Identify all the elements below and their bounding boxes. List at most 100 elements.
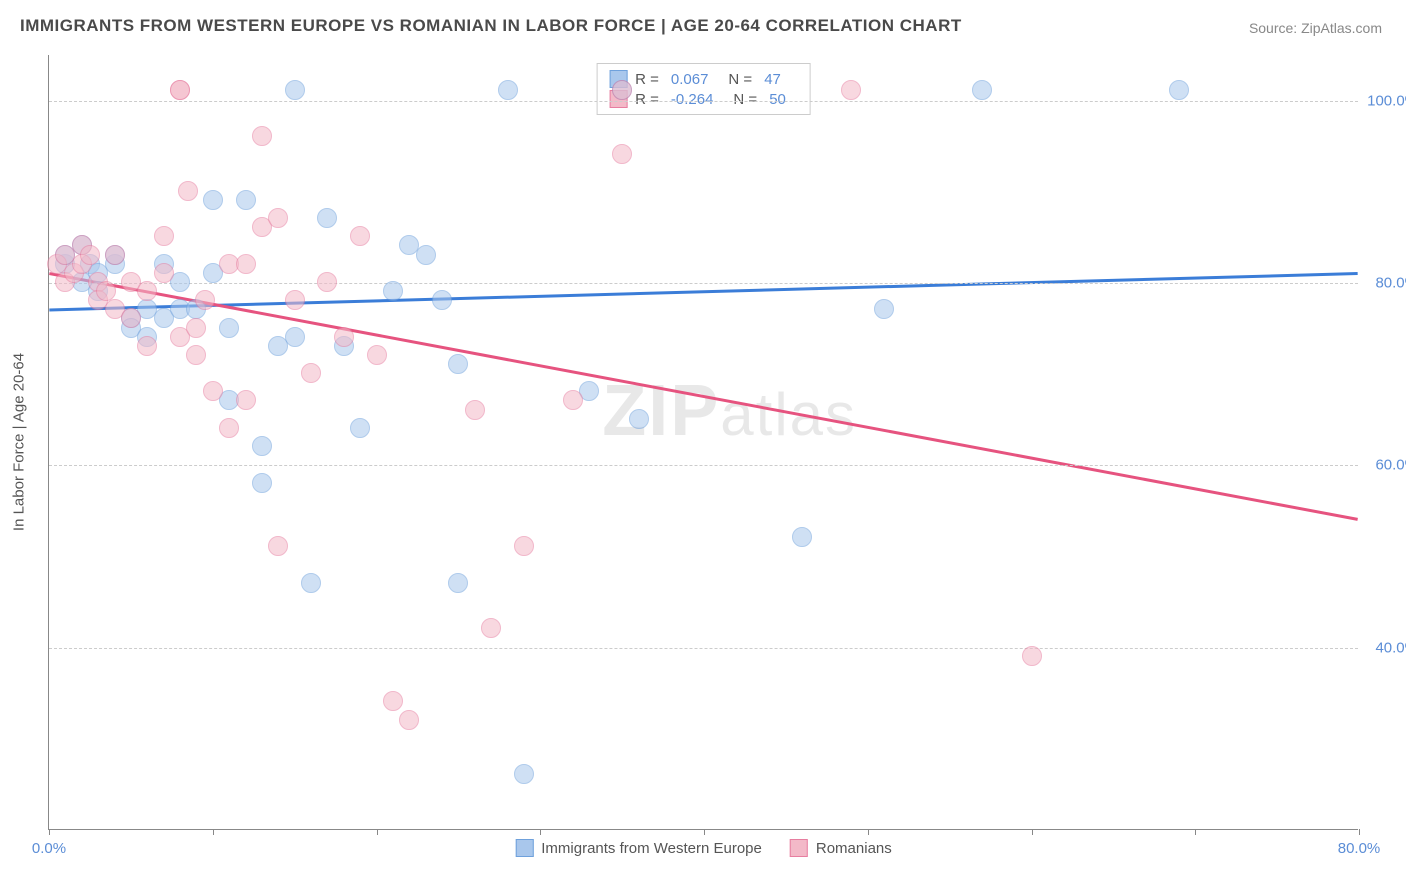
scatter-point-romanians xyxy=(465,400,485,420)
legend-swatch xyxy=(515,839,533,857)
scatter-point-western_europe xyxy=(236,190,256,210)
scatter-point-romanians xyxy=(154,263,174,283)
y-axis-title: In Labor Force | Age 20-64 xyxy=(11,353,28,531)
y-tick-label: 40.0% xyxy=(1375,639,1406,656)
scatter-point-western_europe xyxy=(383,281,403,301)
legend-r-value: 0.067 xyxy=(671,71,709,88)
x-tick xyxy=(49,829,50,835)
legend-series-item: Immigrants from Western Europe xyxy=(515,839,762,857)
scatter-point-western_europe xyxy=(203,190,223,210)
x-tick xyxy=(704,829,705,835)
x-tick xyxy=(540,829,541,835)
legend-r-value: -0.264 xyxy=(671,91,714,108)
scatter-point-romanians xyxy=(80,245,100,265)
x-tick xyxy=(1032,829,1033,835)
scatter-point-romanians xyxy=(334,327,354,347)
legend-series-label: Immigrants from Western Europe xyxy=(541,840,762,857)
legend-correlation-row: R = 0.067 N = 47 xyxy=(609,70,798,88)
scatter-point-romanians xyxy=(301,363,321,383)
scatter-point-romanians xyxy=(1022,646,1042,666)
scatter-point-western_europe xyxy=(285,327,305,347)
source-label: Source: ZipAtlas.com xyxy=(1249,20,1382,36)
legend-correlation-row: R = -0.264 N = 50 xyxy=(609,90,798,108)
scatter-point-romanians xyxy=(170,80,190,100)
y-tick-label: 60.0% xyxy=(1375,457,1406,474)
scatter-point-romanians xyxy=(399,710,419,730)
y-tick-label: 80.0% xyxy=(1375,274,1406,291)
scatter-point-romanians xyxy=(96,281,116,301)
legend-n-label: N = xyxy=(728,71,752,88)
watermark-part1: ZIP xyxy=(602,371,720,451)
legend-series: Immigrants from Western Europe Romanians xyxy=(515,839,892,857)
x-tick xyxy=(377,829,378,835)
legend-r-label: R = xyxy=(635,91,659,108)
legend-series-item: Romanians xyxy=(790,839,892,857)
scatter-point-romanians xyxy=(186,345,206,365)
scatter-point-romanians xyxy=(178,181,198,201)
gridline-horizontal xyxy=(49,648,1358,649)
scatter-point-western_europe xyxy=(416,245,436,265)
scatter-point-romanians xyxy=(563,390,583,410)
legend-n-value: 47 xyxy=(764,71,781,88)
scatter-point-romanians xyxy=(137,281,157,301)
scatter-point-western_europe xyxy=(317,208,337,228)
legend-n-label: N = xyxy=(733,91,757,108)
scatter-point-romanians xyxy=(195,290,215,310)
scatter-point-romanians xyxy=(612,144,632,164)
x-tick-label: 80.0% xyxy=(1338,840,1381,857)
trendline-western_europe xyxy=(49,274,1357,310)
x-tick xyxy=(868,829,869,835)
legend-n-value: 50 xyxy=(769,91,786,108)
chart-plot-area: In Labor Force | Age 20-64 ZIPatlas R =0… xyxy=(48,55,1358,830)
legend-swatch xyxy=(790,839,808,857)
scatter-point-romanians xyxy=(367,345,387,365)
scatter-point-western_europe xyxy=(629,409,649,429)
scatter-point-romanians xyxy=(481,618,501,638)
gridline-horizontal xyxy=(49,283,1358,284)
scatter-point-western_europe xyxy=(350,418,370,438)
scatter-point-western_europe xyxy=(874,299,894,319)
scatter-point-western_europe xyxy=(972,80,992,100)
scatter-point-romanians xyxy=(514,536,534,556)
watermark-part2: atlas xyxy=(720,381,857,448)
scatter-point-western_europe xyxy=(219,318,239,338)
scatter-point-western_europe xyxy=(448,354,468,374)
scatter-point-romanians xyxy=(236,390,256,410)
trend-lines-svg xyxy=(49,55,1358,829)
scatter-point-western_europe xyxy=(432,290,452,310)
scatter-point-romanians xyxy=(236,254,256,274)
scatter-point-romanians xyxy=(105,245,125,265)
scatter-point-romanians xyxy=(252,126,272,146)
scatter-point-romanians xyxy=(121,308,141,328)
scatter-point-romanians xyxy=(203,381,223,401)
scatter-point-romanians xyxy=(219,418,239,438)
scatter-point-romanians xyxy=(186,318,206,338)
scatter-point-western_europe xyxy=(792,527,812,547)
x-tick xyxy=(1195,829,1196,835)
scatter-point-romanians xyxy=(317,272,337,292)
scatter-point-western_europe xyxy=(252,473,272,493)
scatter-point-western_europe xyxy=(448,573,468,593)
scatter-point-romanians xyxy=(268,536,288,556)
y-tick-label: 100.0% xyxy=(1367,92,1406,109)
scatter-point-romanians xyxy=(268,208,288,228)
scatter-point-western_europe xyxy=(301,573,321,593)
scatter-point-western_europe xyxy=(1169,80,1189,100)
scatter-point-romanians xyxy=(350,226,370,246)
scatter-point-romanians xyxy=(285,290,305,310)
x-tick-label: 0.0% xyxy=(32,840,66,857)
scatter-point-romanians xyxy=(383,691,403,711)
gridline-horizontal xyxy=(49,101,1358,102)
x-tick xyxy=(213,829,214,835)
scatter-point-romanians xyxy=(137,336,157,356)
scatter-point-romanians xyxy=(612,80,632,100)
chart-title: IMMIGRANTS FROM WESTERN EUROPE VS ROMANI… xyxy=(20,16,962,36)
scatter-point-romanians xyxy=(841,80,861,100)
scatter-point-western_europe xyxy=(498,80,518,100)
gridline-horizontal xyxy=(49,465,1358,466)
legend-series-label: Romanians xyxy=(816,840,892,857)
legend-r-label: R = xyxy=(635,71,659,88)
scatter-point-western_europe xyxy=(285,80,305,100)
scatter-point-western_europe xyxy=(514,764,534,784)
scatter-point-romanians xyxy=(154,226,174,246)
